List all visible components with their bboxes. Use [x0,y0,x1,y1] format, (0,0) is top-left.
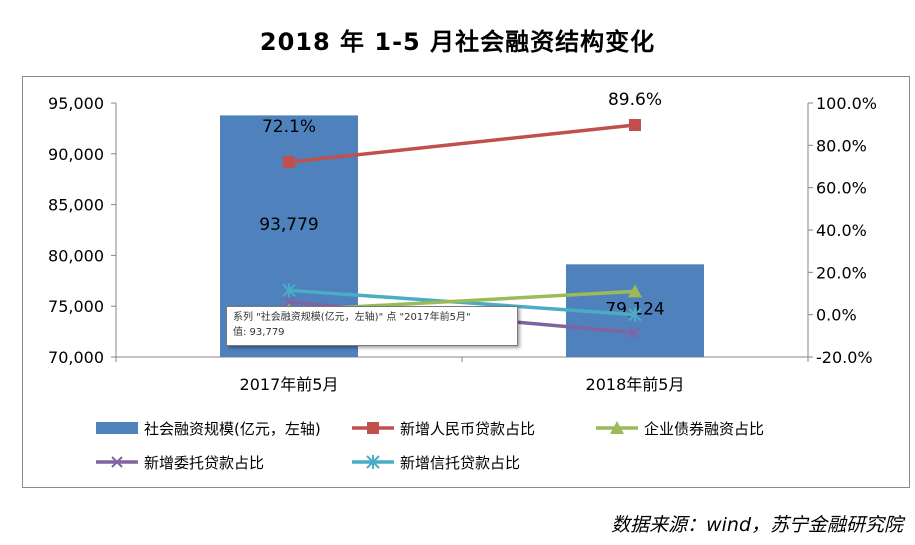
triangle-marker [610,421,624,434]
tooltip-series-line: 系列 "社会融资规模(亿元，左轴)" 点 "2017年前5月" [233,312,471,323]
data-source-note: 数据来源：wind，苏宁金融研究院 [611,514,903,536]
left-axis-tick-label: 85,000 [48,196,104,215]
legend-label: 新增信托贷款占比 [400,454,520,472]
right-axis-tick-label: 100.0% [816,94,877,113]
legend-label: 企业债券融资占比 [644,420,764,438]
legend-label: 新增人民币贷款占比 [400,420,535,438]
left-axis-tick-label: 70,000 [48,348,104,367]
triangle-marker [628,284,642,298]
square-marker [629,119,641,132]
line-data-label: 72.1% [262,117,316,137]
right-axis-tick-label: 60.0% [816,179,867,198]
x-axis-tick-label: 2017年前5月 [240,375,339,394]
x-marker [283,296,295,308]
chart-title: 2018 年 1-5 月社会融资结构变化 [259,28,656,56]
right-axis-tick-label: 0.0% [816,306,857,325]
star-marker [366,455,380,469]
tooltip-value-line: 值: 93,779 [233,327,285,338]
left-axis-tick-label: 75,000 [48,297,104,316]
line-data-label: 89.6% [608,90,662,110]
x-marker [111,456,123,468]
right-axis-tick-label: 20.0% [816,263,867,282]
left-axis-tick-label: 90,000 [48,145,104,164]
bar-data-label: 93,779 [259,215,318,235]
series-line [288,123,636,164]
legend-label: 社会融资规模(亿元，左轴) [144,420,321,438]
star-marker [282,283,296,298]
x-axis-tick-label: 2018年前5月 [586,375,685,394]
legend-bar-swatch [96,422,138,434]
right-axis-tick-label: 40.0% [816,221,867,240]
data-tooltip: 系列 "社会融资规模(亿元，左轴)" 点 "2017年前5月" 值: 93,77… [226,306,518,346]
right-axis-tick-label: 80.0% [816,136,867,155]
square-marker [367,422,379,434]
chart-frame [22,76,910,488]
x-marker [629,326,641,339]
square-marker [283,156,295,169]
left-axis-tick-label: 95,000 [48,94,104,113]
legend-label: 新增委托贷款占比 [144,454,264,472]
right-axis-tick-label: -20.0% [816,348,873,367]
left-axis-tick-label: 80,000 [48,246,104,265]
star-marker [628,307,642,322]
